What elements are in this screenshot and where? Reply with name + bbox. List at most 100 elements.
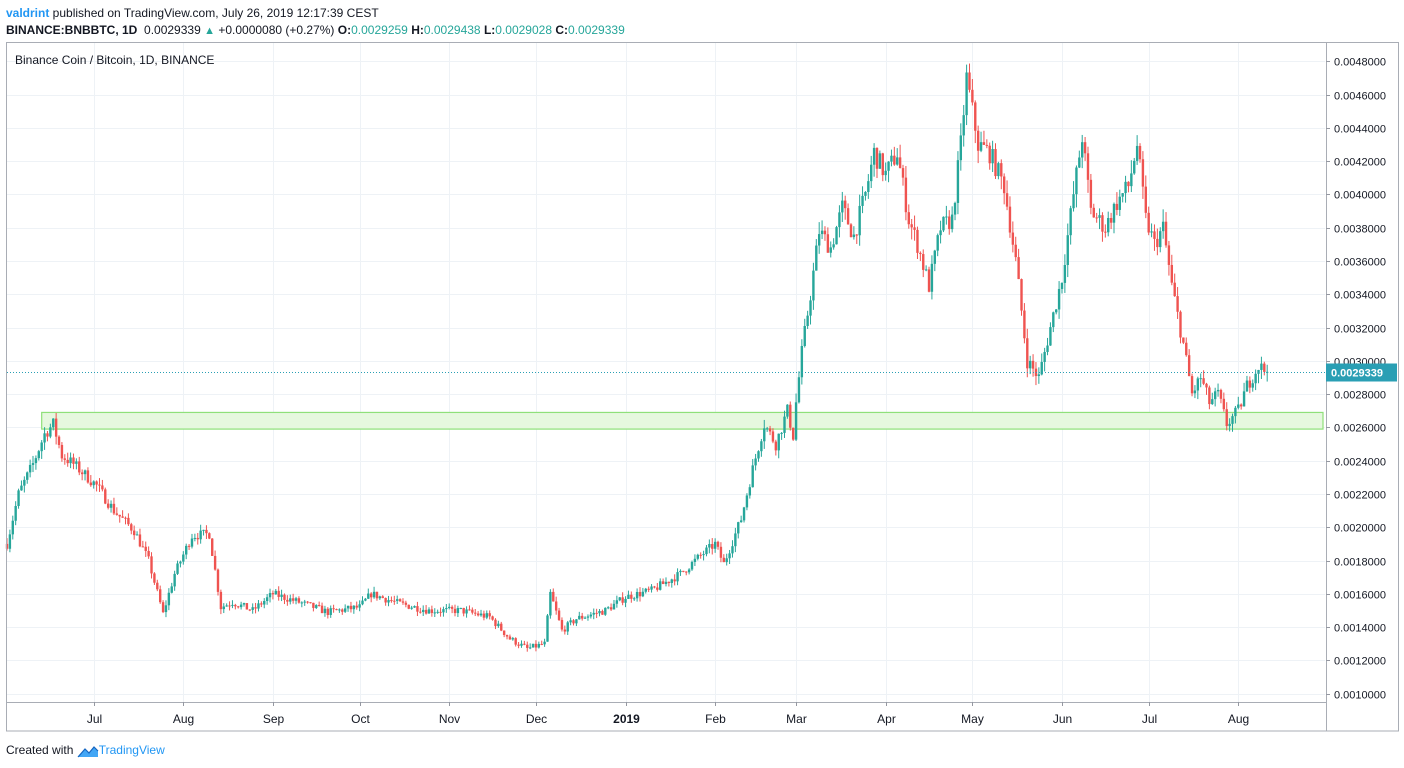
- candle-up: [251, 607, 254, 610]
- candle-up: [1028, 360, 1032, 369]
- candle-up: [315, 605, 318, 608]
- candle-up: [858, 205, 861, 236]
- candle-down: [127, 517, 130, 525]
- candle-up: [728, 553, 731, 559]
- candle-down: [1263, 363, 1266, 372]
- candle-up: [364, 598, 367, 601]
- candle-down: [609, 607, 613, 610]
- close-value: 0.0029339: [568, 23, 625, 37]
- candle-down: [774, 441, 778, 451]
- price-tick-label: 0.0018000: [1334, 557, 1386, 569]
- candle-down: [1248, 380, 1252, 388]
- candle-down: [283, 594, 286, 600]
- candle-up: [52, 418, 55, 428]
- candle-down: [219, 591, 223, 610]
- author-link[interactable]: valdrint: [6, 6, 50, 20]
- candle-down: [988, 145, 991, 164]
- candle-up: [861, 195, 864, 206]
- price-tick-label: 0.0010000: [1334, 690, 1386, 702]
- candle-down: [393, 600, 396, 602]
- candle-up: [945, 216, 948, 218]
- candle-down: [1153, 231, 1156, 239]
- candle-up: [465, 609, 468, 614]
- candles: [5, 63, 1269, 652]
- candle-down: [685, 571, 688, 573]
- time-axis[interactable]: Jul Aug Sep Oct Nov Dec 2019 Feb Mar Apr May Jun Jul…: [87, 702, 1249, 726]
- candle-down: [208, 533, 211, 539]
- candle-down: [57, 436, 61, 445]
- candle-down: [309, 602, 312, 604]
- symbol-label: BINANCE:BNBBTC, 1D: [6, 23, 138, 37]
- candle-up: [604, 607, 607, 615]
- candle-up: [835, 227, 838, 245]
- candle-down: [791, 427, 795, 440]
- price-tick-label: 0.0020000: [1334, 523, 1386, 535]
- candle-down: [424, 609, 428, 614]
- candle-down: [1020, 279, 1023, 311]
- candle-up: [832, 244, 835, 248]
- candle-up: [713, 541, 717, 549]
- candle-up: [702, 554, 705, 556]
- candle-down: [904, 177, 908, 213]
- candle-up: [809, 300, 812, 316]
- candle-up: [1257, 369, 1260, 374]
- candle-up: [1133, 160, 1136, 174]
- candle-down: [630, 594, 633, 599]
- candle-up: [1216, 389, 1220, 392]
- candle-down: [1187, 355, 1191, 377]
- candle-up: [1211, 399, 1214, 405]
- candle-down: [502, 630, 506, 636]
- candle-down: [150, 556, 153, 574]
- candle-up: [737, 522, 740, 534]
- candle-down: [1034, 368, 1038, 377]
- candle-up: [598, 611, 601, 614]
- candle-down: [974, 102, 977, 131]
- candle-down: [1101, 215, 1104, 232]
- candle-up: [1112, 203, 1116, 223]
- candle-up: [578, 615, 581, 620]
- candle-up: [887, 161, 890, 171]
- candle-up: [40, 442, 43, 452]
- published-text: published on TradingView.com, July 26, 2…: [49, 6, 379, 20]
- close-label: C:: [555, 23, 569, 37]
- tradingview-brand[interactable]: TradingView: [98, 743, 165, 757]
- candle-up: [274, 590, 278, 595]
- candle-up: [878, 153, 882, 169]
- candle-up: [783, 416, 786, 433]
- candle-up: [459, 607, 462, 609]
- price-axis[interactable]: 0.0010000 0.0012000 0.0014000 0.0016000 0.00…: [1326, 57, 1386, 702]
- candle-down: [228, 605, 231, 607]
- candle-up: [956, 160, 960, 203]
- candle-up: [543, 641, 546, 645]
- candle-up: [734, 533, 737, 547]
- candle-up: [395, 599, 399, 601]
- candle-up: [965, 72, 968, 116]
- candle-up: [31, 463, 35, 465]
- candle-down: [355, 605, 358, 608]
- candle-up: [641, 591, 645, 597]
- candle-down: [1092, 207, 1095, 218]
- candle-down: [332, 608, 335, 610]
- candle-down: [849, 224, 853, 238]
- candle-up: [1242, 391, 1246, 407]
- candle-up: [800, 346, 804, 378]
- candle-down: [291, 598, 295, 601]
- candle-up: [725, 558, 728, 563]
- candle-down: [144, 546, 147, 551]
- candle-down: [98, 484, 101, 486]
- candle-down: [1011, 232, 1015, 245]
- candle-up: [1150, 231, 1153, 233]
- candle-up: [202, 529, 205, 531]
- candle-down: [60, 444, 64, 459]
- candle-up: [615, 600, 619, 604]
- candle-down: [526, 644, 529, 648]
- candle-up: [812, 270, 815, 301]
- candle-up: [979, 142, 983, 151]
- price-tick-label: 0.0012000: [1334, 656, 1386, 668]
- candle-down: [580, 615, 584, 619]
- support-zone[interactable]: [41, 411, 1324, 430]
- last-price-label: 0.0029339: [1331, 368, 1383, 380]
- candle-down: [1115, 203, 1119, 210]
- candle-up: [953, 202, 957, 215]
